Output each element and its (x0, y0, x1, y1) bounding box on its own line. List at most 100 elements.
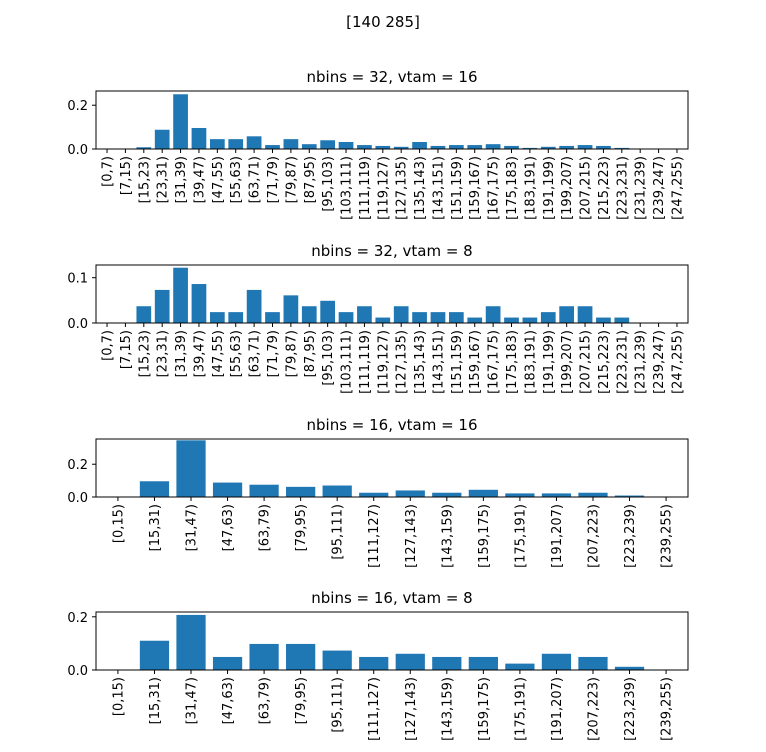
subplot-title: nbins = 16, vtam = 8 (311, 589, 472, 607)
x-tick-label: [215,223) (597, 330, 612, 394)
bar (412, 142, 427, 149)
bar (338, 312, 354, 324)
x-tick-label: [111,127) (367, 677, 382, 741)
bar (430, 145, 446, 149)
x-tick-label: [207,215) (579, 156, 594, 220)
x-tick-label: [215,223) (597, 156, 612, 220)
bar (320, 140, 336, 149)
x-tick-label: [95,111) (331, 504, 346, 560)
y-tick-label: 0.0 (67, 143, 88, 158)
x-tick-label: [7,15) (119, 156, 134, 195)
x-tick-label: [183,191) (523, 156, 538, 220)
bar (154, 129, 170, 149)
x-tick-label: [223,231) (615, 330, 630, 394)
x-tick-label: [143,159) (440, 504, 455, 568)
bar (504, 317, 519, 323)
x-tick-label: [63,71) (248, 156, 263, 203)
x-tick-label: [79,87) (284, 330, 299, 377)
bar (448, 312, 464, 324)
x-tick-label: [191,199) (542, 156, 557, 220)
y-tick-label: 0.0 (67, 664, 88, 679)
bar (375, 145, 391, 149)
axes-frame (95, 264, 689, 324)
y-tick-label: 0.2 (67, 611, 88, 626)
x-tick-label: [135,143) (413, 330, 428, 394)
bar (136, 306, 152, 323)
x-tick-label: [0,7) (101, 330, 116, 361)
figure-suptitle: [140 285] (346, 13, 420, 31)
x-tick-label: [127,135) (395, 156, 410, 220)
bar (395, 490, 425, 497)
subplot-2: nbins = 32, vtam = 80.00.1[0,7) [7,15) [15… (67, 242, 689, 394)
x-tick-label: [143,151) (431, 330, 446, 394)
bar (596, 317, 611, 323)
bar (393, 306, 409, 323)
x-tick-label: [63,79) (258, 677, 273, 724)
y-tick-label: 0.2 (67, 99, 88, 114)
bar (286, 486, 316, 497)
bar (614, 495, 645, 497)
bar (504, 145, 519, 149)
bar (522, 317, 538, 323)
x-tick-label: [127,143) (404, 677, 419, 741)
bar (578, 656, 608, 670)
x-tick-label: [31,39) (174, 156, 189, 203)
bar (246, 136, 262, 149)
bar (559, 145, 575, 149)
x-tick-label: [119,127) (376, 156, 391, 220)
bar (301, 144, 317, 149)
x-tick-label: [39,47) (192, 156, 207, 203)
x-tick-label: [79,87) (284, 156, 299, 203)
bar (467, 317, 483, 323)
bar (322, 650, 352, 670)
bar (212, 482, 243, 497)
bar (173, 94, 188, 149)
bar (395, 653, 425, 670)
bar (320, 300, 336, 323)
x-tick-label: [15,31) (148, 504, 163, 551)
bar (139, 481, 170, 497)
x-tick-label: [0,15) (111, 504, 126, 543)
x-tick-label: [143,151) (431, 156, 446, 220)
bar (359, 492, 389, 497)
bar (596, 145, 611, 149)
y-tick-label: 0.2 (67, 458, 88, 473)
x-tick-label: [175,191) (513, 677, 528, 741)
x-tick-label: [71,79) (266, 156, 281, 203)
bar (357, 145, 372, 149)
x-tick-label: [95,103) (321, 156, 336, 212)
bar (283, 295, 299, 323)
x-tick-label: [23,31) (156, 156, 171, 203)
x-tick-label: [31,39) (174, 330, 189, 377)
x-tick-label: [47,63) (221, 677, 236, 724)
subplot-title: nbins = 32, vtam = 16 (307, 68, 478, 86)
subplots-group: nbins = 32, vtam = 16 0.0 0.2 [0,7) [7,15) [1… (67, 68, 689, 741)
x-tick-label: [103,111) (340, 156, 355, 220)
bar (505, 493, 535, 497)
x-tick-label: [55,63) (229, 330, 244, 377)
x-tick-label: [191,207) (550, 504, 565, 568)
bar (209, 139, 225, 149)
x-tick-label: [55,63) (229, 156, 244, 203)
x-tick-label: [191,199) (542, 330, 557, 394)
x-tick-label: [159,175) (477, 677, 492, 741)
subplot-title: nbins = 32, vtam = 8 (311, 242, 472, 260)
x-tick-label: [95,111) (331, 677, 346, 733)
x-tick-label: [15,31) (148, 677, 163, 724)
bar (468, 656, 498, 670)
x-tick-label: [175,183) (505, 156, 520, 220)
y-tick-label: 0.0 (67, 491, 88, 506)
bar (577, 145, 593, 149)
x-tick-label: [207,223) (586, 504, 601, 568)
x-tick-label: [223,239) (623, 677, 638, 741)
bar (228, 312, 244, 324)
x-tick-label: [47,63) (221, 504, 236, 551)
bar (209, 312, 225, 324)
x-tick-label: [31,47) (185, 504, 200, 551)
bar (338, 142, 354, 149)
bar (559, 306, 575, 323)
bar (139, 640, 170, 670)
x-tick-label: [103,111) (340, 330, 355, 394)
